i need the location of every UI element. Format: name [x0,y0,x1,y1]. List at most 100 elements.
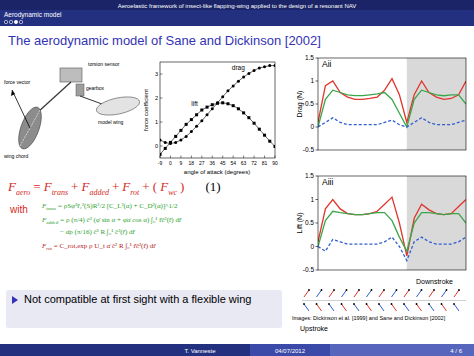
x-tick [212,156,213,159]
wing-section [317,304,322,311]
arrow-head [11,90,15,96]
series-label: drag [232,64,245,72]
stroke-path [302,300,466,301]
wing-section [442,290,447,297]
wing-section [429,304,434,311]
y-tick [316,58,319,59]
y-tick-label: -0.5 [303,146,315,153]
bullet-text: Not compatible at first sight with a fle… [24,292,276,306]
bullet-icon [12,296,18,304]
x-tick-label: 54 [230,160,236,166]
x-tick [222,156,223,159]
wing-section [379,304,384,311]
y-axis-label: Drag (N) [296,91,304,118]
formula-symbol: F [42,202,46,210]
equation-subscript: trans [52,188,68,197]
y-tick-label: 1 [155,119,158,125]
series-line [318,118,466,127]
wing-section [392,304,397,311]
marker [216,101,219,104]
x-tick [275,156,276,159]
wing-section [392,290,397,297]
y-tick [316,150,319,151]
marker [179,129,182,132]
arm [38,82,71,112]
x-tick [264,156,265,159]
marker [185,135,188,138]
y-tick-label: 1.5 [305,54,314,61]
formula-line: − α̈ρ (π/16) c̄³ R ∫₀¹ ĉ²(r̂) dr̂ [58,228,135,236]
footer-segment [250,344,330,356]
equation-subscript: rot [130,188,139,197]
marker [195,113,198,116]
stroke-label: Downstroke [416,278,453,285]
formula-line: Frot= C_rot,exp ρ U_t α̇ c̄² R ∫₀¹ r̂ĉ²(… [42,242,156,251]
apparatus-label: wing chord [4,153,28,159]
equation-token: F [81,179,89,194]
stroke-diagram: Downstroke Upstroke [300,278,466,333]
marker [169,141,172,144]
marker [263,134,266,137]
equation-token: + ( [142,179,157,194]
leading-edge [408,289,410,291]
apparatus: force vectortorsion sensorwing chordgear… [4,61,141,159]
wing-section [429,290,434,297]
marker [258,128,261,131]
wing-section [379,290,384,297]
leading-edge [366,303,368,305]
wing-section [454,290,459,297]
marker [237,107,240,110]
wing-section [342,304,347,311]
marker [160,153,162,156]
y-tick [160,146,163,147]
x-tick [170,156,171,159]
marker [211,103,214,106]
y-tick [316,176,319,177]
torsion-sensor-shape [76,84,84,96]
force-panel: -0.500.511.5Drag (N)Aii [296,54,466,153]
marker [164,141,167,144]
leading-edge [428,303,430,305]
marker [164,147,167,150]
wing-section [417,304,422,311]
model-wing-shape [95,94,141,119]
leading-edge [396,289,398,291]
leading-edge [321,289,323,291]
y-tick-label: 1 [310,77,314,84]
with-label: with [10,204,28,215]
formula-rhs: = ρ (π/4) c̄² (φ̈ sin α + φ̇α̇ cos α) ∫₀… [60,216,181,224]
marker [221,101,224,104]
footer-date: 04/07/2012 [275,348,306,354]
marker [174,141,177,144]
equation-token: F [160,179,168,194]
y-tick [316,270,319,271]
formula-rhs: = ρSφ̇²r̂₂²(S)R²/2 [C_L²(α) + C_D²(α)]^1… [58,202,177,210]
nav-dot [14,20,17,23]
apparatus-label: torsion sensor [88,61,120,67]
leading-edge [378,303,380,305]
wing-section [417,290,422,297]
x-tick [243,156,244,159]
leading-edge [441,303,443,305]
y-tick-label: 0.5 [305,219,314,226]
header-strip [0,0,474,10]
data-group [318,58,466,150]
y-tick [160,74,163,75]
marker [242,111,245,114]
y-tick [316,223,319,224]
apparatus-label: gearbox [86,85,105,91]
shaded-range [407,58,466,150]
equation-token: F [44,179,52,194]
stroke-label: Upstroke [300,325,328,333]
arm [80,96,102,104]
nav-dot [4,20,7,23]
slide: Aeroelastic framework of insect-like fla… [0,0,474,356]
x-tick-label: 9 [180,160,183,166]
wing-section [354,290,359,297]
marker [190,130,193,133]
x-tick-label: 18 [189,160,195,166]
wing-section [329,290,334,297]
coefficient-chart: -9091827364554637281900123angle of attac… [143,62,278,175]
leading-edge [346,289,348,291]
leading-edge [341,303,343,305]
